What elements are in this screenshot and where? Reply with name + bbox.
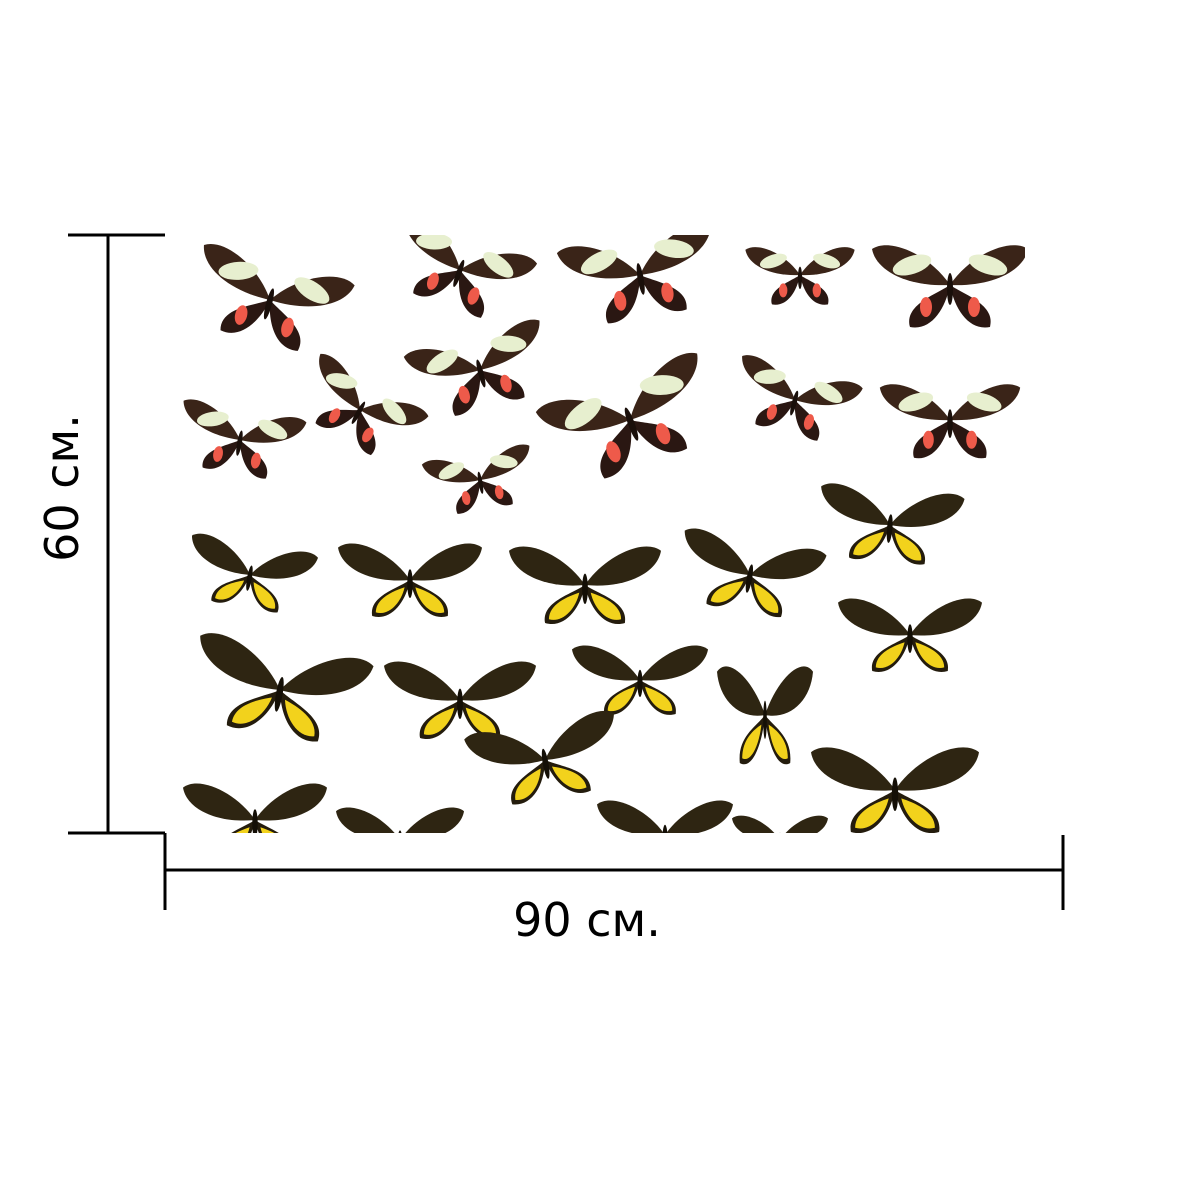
butterfly <box>872 245 1025 328</box>
butterfly <box>185 630 375 750</box>
butterfly <box>732 815 828 833</box>
butterfly <box>336 807 464 833</box>
butterfly <box>288 351 430 471</box>
height-dimension: 60 см. <box>35 233 165 835</box>
butterfly <box>509 546 661 625</box>
width-dimension: 90 см. <box>163 833 1065 947</box>
butterfly <box>181 531 319 619</box>
butterfly <box>572 645 708 715</box>
butterfly <box>838 598 982 672</box>
butterfly <box>183 241 356 362</box>
butterfly <box>597 800 733 833</box>
width-label: 90 см. <box>513 893 661 947</box>
butterfly <box>380 235 539 330</box>
butterfly <box>402 317 558 426</box>
butterfly <box>879 384 1021 459</box>
butterfly <box>421 443 539 519</box>
butterfly <box>384 661 536 740</box>
butterfly <box>534 349 727 494</box>
butterfly <box>556 235 725 331</box>
butterfly <box>172 397 307 485</box>
butterfly <box>717 666 813 765</box>
butterfly <box>725 353 864 450</box>
butterfly <box>745 247 855 305</box>
butterfly <box>815 482 965 569</box>
butterfly <box>338 543 482 617</box>
butterfly-print <box>172 235 1025 833</box>
height-label: 60 см. <box>35 414 89 562</box>
butterfly <box>183 783 327 833</box>
butterfly <box>811 747 979 833</box>
butterfly <box>672 526 828 624</box>
